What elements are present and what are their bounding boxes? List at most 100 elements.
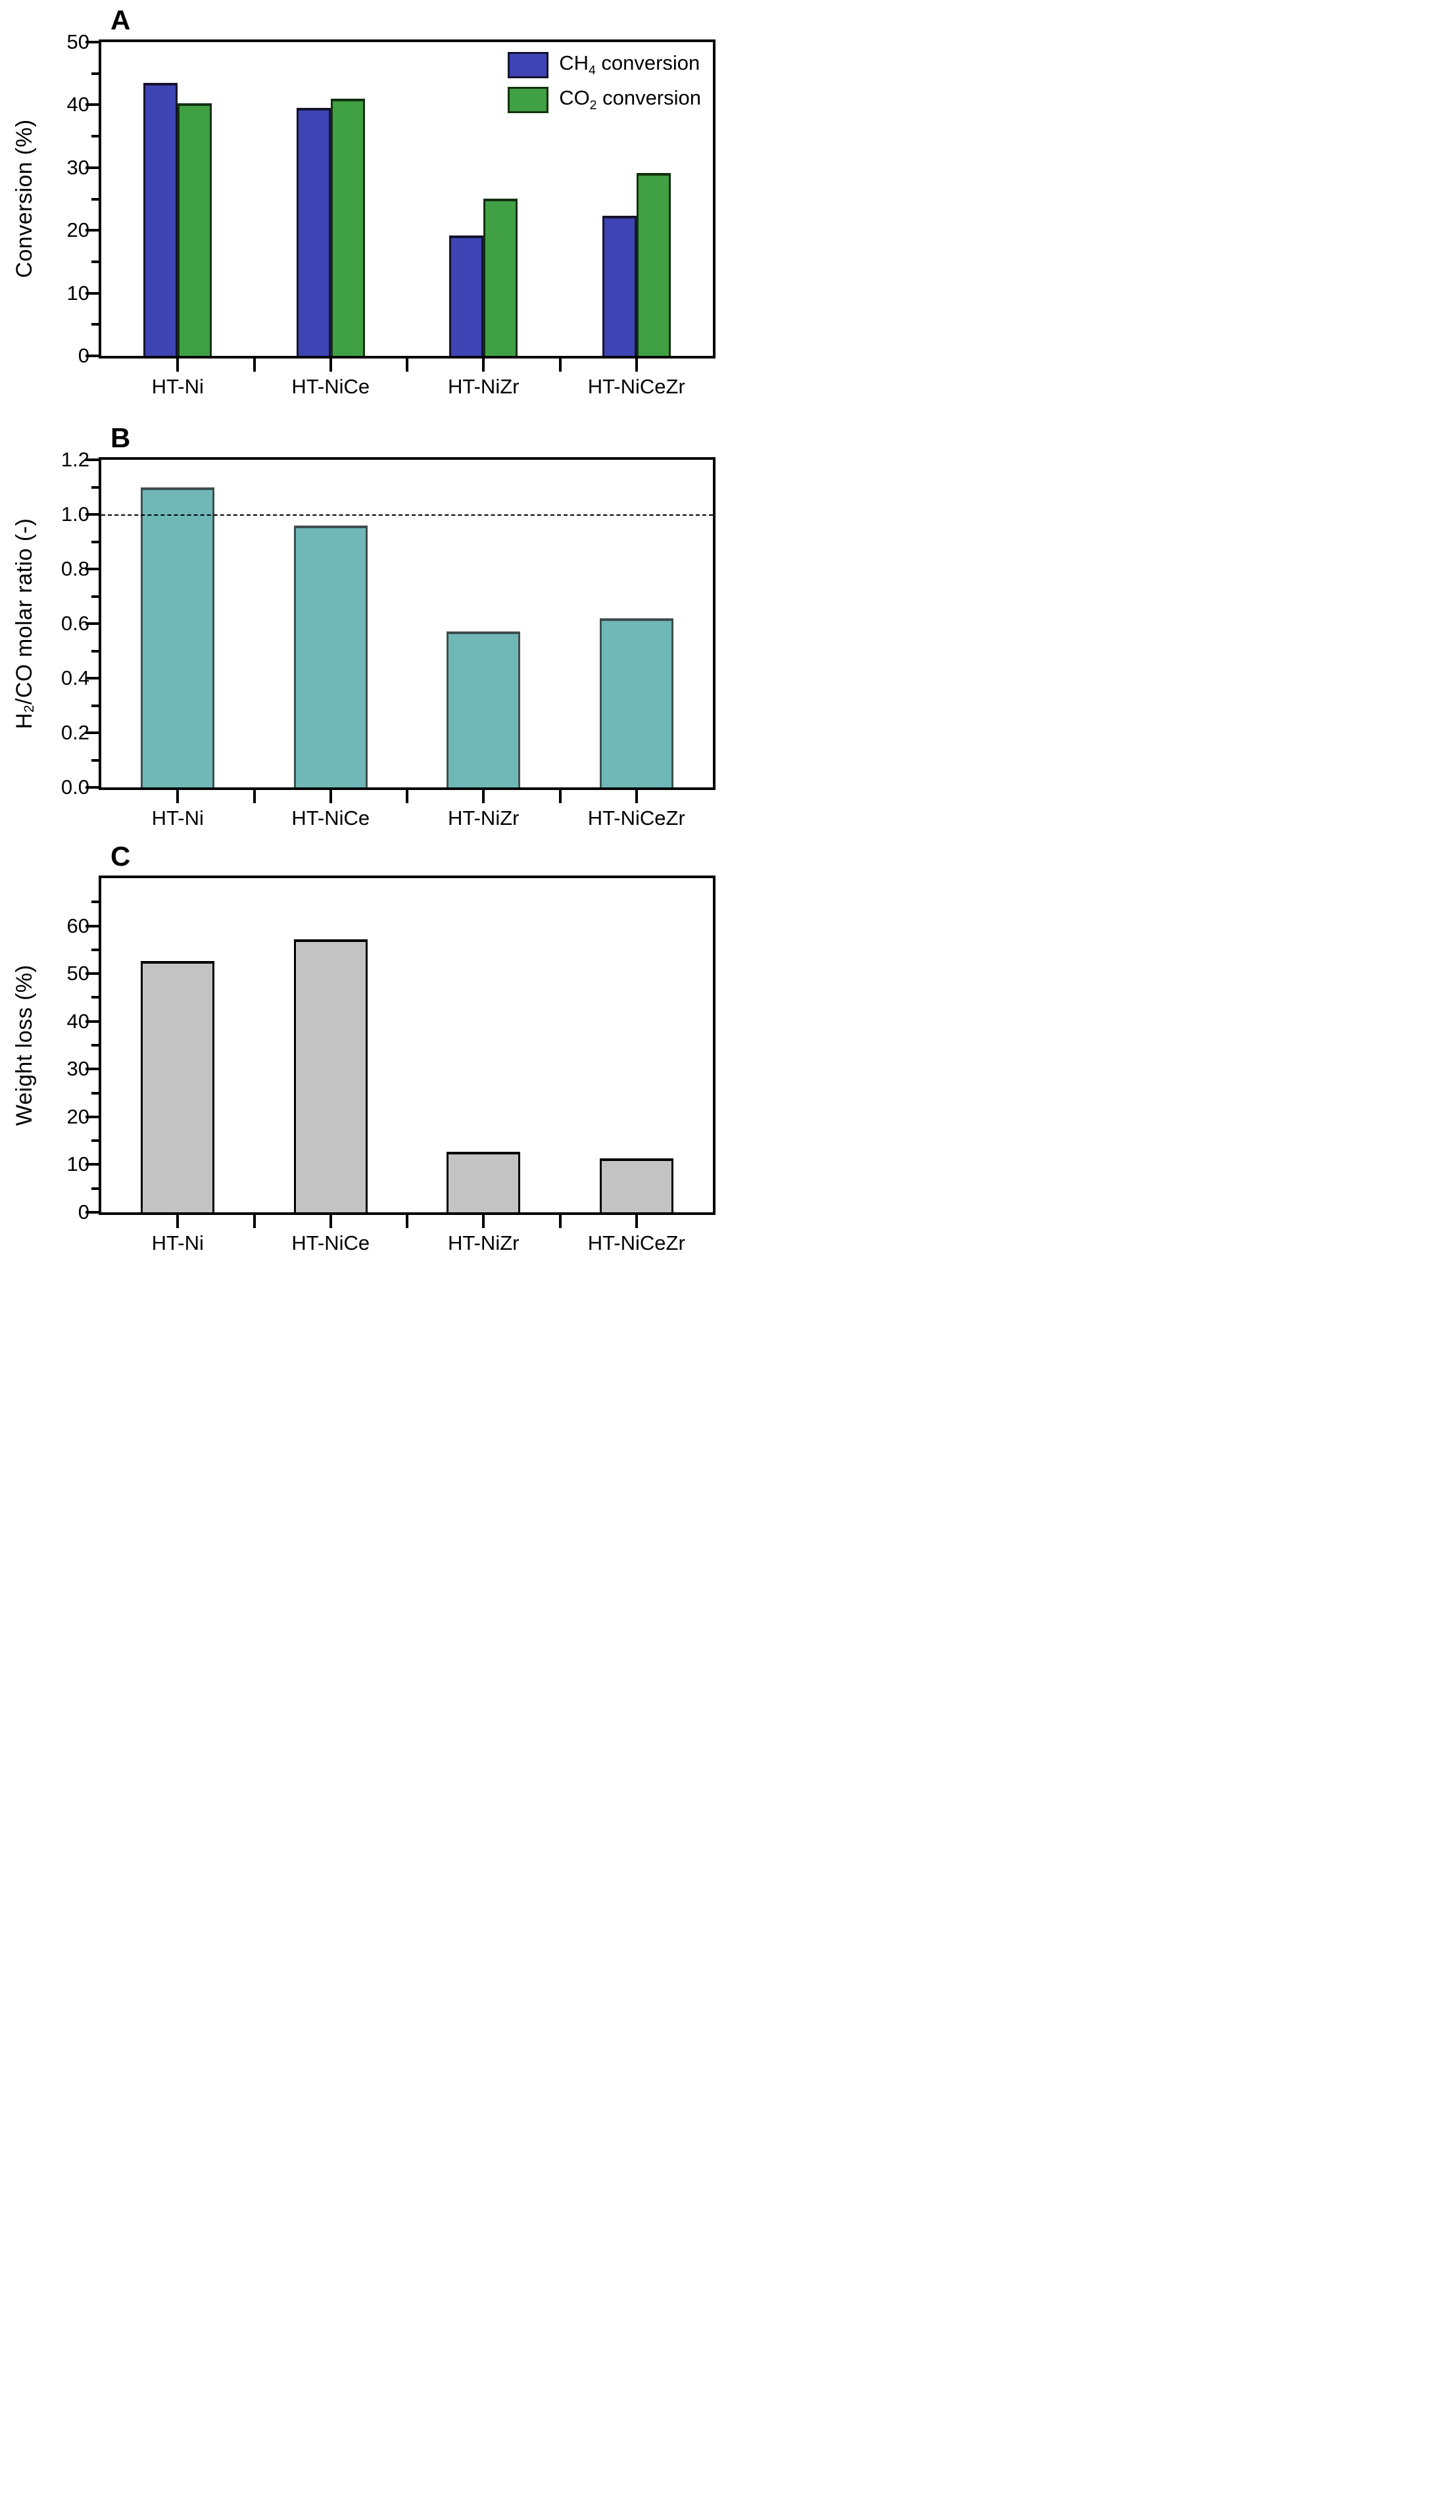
y-axis-tick-label: 0.6: [61, 612, 89, 635]
y-minor-tick: [91, 135, 99, 138]
bar-ht-nice-s0: [293, 525, 368, 787]
y-minor-tick: [91, 901, 99, 904]
x-axis-tick: [329, 1215, 332, 1228]
x-axis-tick: [482, 1215, 485, 1228]
y-minor-tick: [91, 72, 99, 75]
panel-b-letter: B: [110, 422, 131, 453]
y-minor-tick: [91, 996, 99, 999]
y-axis-tick-label: 20: [66, 218, 89, 242]
y-major-tick: [85, 513, 99, 516]
bar-ht-nizr-s0: [449, 235, 484, 356]
y-major-tick: [85, 568, 99, 570]
category-label: HT-NiCeZr: [587, 375, 685, 398]
y-major-tick: [85, 972, 99, 976]
y-axis-tick-label: 40: [66, 1009, 89, 1033]
panel-c-plot-area: [99, 876, 716, 1215]
y-minor-tick: [91, 595, 99, 598]
y-axis-tick-label: 0.2: [61, 721, 89, 744]
bar-ht-nice-s0: [293, 939, 368, 1212]
bar-ht-nicezr-s1: [636, 173, 671, 356]
x-axis-tick: [253, 358, 256, 372]
y-major-tick: [85, 291, 99, 295]
figure-page: A Conversion (%) CH4 conversion CO2 conve…: [0, 0, 728, 1260]
y-major-tick: [85, 1163, 99, 1166]
x-axis-tick: [635, 1215, 638, 1228]
x-axis-tick: [406, 790, 408, 803]
bar-ht-nicezr-s0: [599, 618, 673, 787]
y-axis-tick-label: 10: [66, 1152, 89, 1176]
bar-ht-nicezr-s0: [602, 216, 637, 356]
x-axis-tick: [329, 358, 332, 372]
y-major-tick: [85, 229, 99, 232]
x-axis-tick: [406, 358, 408, 372]
bar-ht-ni-s0: [141, 487, 215, 787]
category-label: HT-NiCeZr: [587, 1231, 685, 1254]
y-axis-tick-label: 30: [66, 1057, 89, 1081]
x-axis-tick: [329, 790, 332, 803]
y-axis-tick-label: 30: [66, 155, 89, 179]
y-axis-tick-label: 1.0: [61, 503, 89, 526]
x-axis-tick: [253, 790, 256, 803]
y-major-tick: [85, 166, 99, 169]
legend-swatch: [508, 86, 549, 113]
y-axis-tick-label: 0: [78, 344, 89, 367]
x-axis-tick: [558, 358, 562, 372]
x-axis-tick: [406, 1215, 408, 1228]
y-minor-tick: [91, 1187, 99, 1190]
y-axis-tick-label: 10: [66, 281, 89, 305]
bar-ht-nice-s0: [296, 108, 331, 356]
x-axis-tick: [176, 358, 180, 372]
bar-ht-nicezr-s0: [599, 1158, 673, 1212]
x-axis-tick: [176, 790, 180, 803]
legend-label: CO2 conversion: [559, 86, 701, 113]
y-axis-tick-label: 40: [66, 93, 89, 116]
bar-ht-nizr-s1: [483, 198, 518, 356]
x-axis-tick: [482, 790, 485, 803]
legend-row: CO2 conversion: [508, 86, 701, 113]
y-minor-tick: [91, 1139, 99, 1143]
y-axis-tick-label: 1.2: [61, 448, 89, 471]
x-axis-tick: [482, 358, 485, 372]
y-axis-tick-label: 0.0: [61, 776, 89, 799]
x-axis-tick: [558, 790, 562, 803]
y-axis-tick-label: 0.4: [61, 666, 89, 689]
legend-swatch: [508, 51, 549, 78]
y-major-tick: [85, 924, 99, 927]
y-major-tick: [85, 1115, 99, 1118]
y-major-tick: [85, 1020, 99, 1023]
y-major-tick: [85, 458, 99, 461]
bar-ht-nice-s1: [330, 98, 365, 356]
y-major-tick: [85, 103, 99, 107]
bar-ht-ni-s1: [178, 103, 212, 356]
category-label: HT-NiCe: [291, 375, 370, 398]
category-label: HT-NiZr: [448, 806, 520, 829]
x-axis-tick: [635, 358, 638, 372]
category-label: HT-NiZr: [448, 375, 520, 398]
y-minor-tick: [91, 1044, 99, 1047]
category-label: HT-Ni: [151, 806, 204, 829]
panel-c-y-axis-title: Weight loss (%): [12, 964, 37, 1126]
panel-a-plot-area: CH4 conversion CO2 conversion: [99, 39, 716, 358]
x-axis-tick: [253, 1215, 256, 1228]
y-axis-tick-label: 20: [66, 1104, 89, 1128]
y-minor-tick: [91, 1091, 99, 1095]
y-minor-tick: [91, 948, 99, 951]
category-label: HT-NiCe: [291, 1231, 370, 1254]
y-minor-tick: [91, 540, 99, 543]
bar-ht-ni-s0: [143, 83, 178, 356]
y-minor-tick: [91, 704, 99, 707]
y-major-tick: [85, 731, 99, 734]
y-major-tick: [85, 41, 99, 43]
y-minor-tick: [91, 758, 99, 762]
y-minor-tick: [91, 485, 99, 489]
bar-ht-nizr-s0: [447, 1151, 521, 1212]
y-major-tick: [85, 355, 99, 357]
y-minor-tick: [91, 323, 99, 326]
reference-line: [101, 514, 713, 516]
y-major-tick: [85, 1068, 99, 1071]
y-minor-tick: [91, 197, 99, 201]
category-label: HT-NiCeZr: [587, 806, 685, 829]
x-axis-tick: [176, 1215, 180, 1228]
category-label: HT-NiCe: [291, 806, 370, 829]
y-axis-tick-label: 0: [78, 1200, 89, 1223]
